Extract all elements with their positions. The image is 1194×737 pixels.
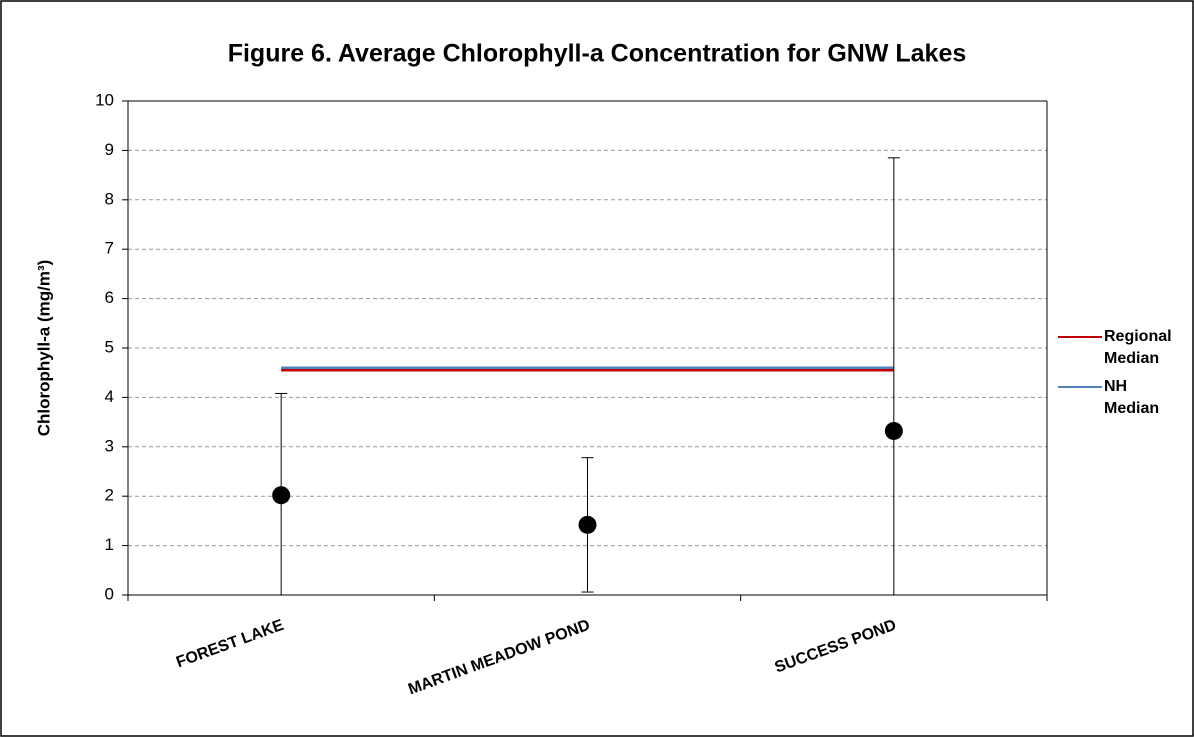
y-axis-title: Chlorophyll-a (mg/m³) — [34, 260, 53, 437]
legend-swatch — [1058, 386, 1102, 388]
y-tick-label: 2 — [105, 486, 114, 505]
chart-title: Figure 6. Average Chlorophyll-a Concentr… — [228, 40, 967, 68]
y-tick-label: 3 — [105, 436, 114, 455]
plot-area — [272, 157, 903, 595]
data-point — [884, 421, 903, 440]
legend-label: Regional Median — [1104, 328, 1172, 367]
y-tick-label: 0 — [105, 584, 114, 603]
y-tick-label: 6 — [105, 288, 114, 307]
data-point — [578, 515, 597, 534]
legend-item: NH Median — [1058, 376, 1160, 420]
y-tick-label: 10 — [95, 90, 114, 109]
y-tick-label: 9 — [105, 140, 114, 159]
legend-item: Regional Median — [1058, 326, 1172, 370]
legend-swatch — [1058, 336, 1102, 338]
y-tick-label: 4 — [105, 387, 114, 406]
y-tick-label: 8 — [105, 189, 114, 208]
y-tick-label: 5 — [105, 337, 114, 356]
y-tick-label: 1 — [105, 535, 114, 554]
data-point — [272, 486, 291, 505]
y-tick-label: 7 — [105, 239, 114, 258]
legend-label: NH Median — [1104, 378, 1160, 417]
